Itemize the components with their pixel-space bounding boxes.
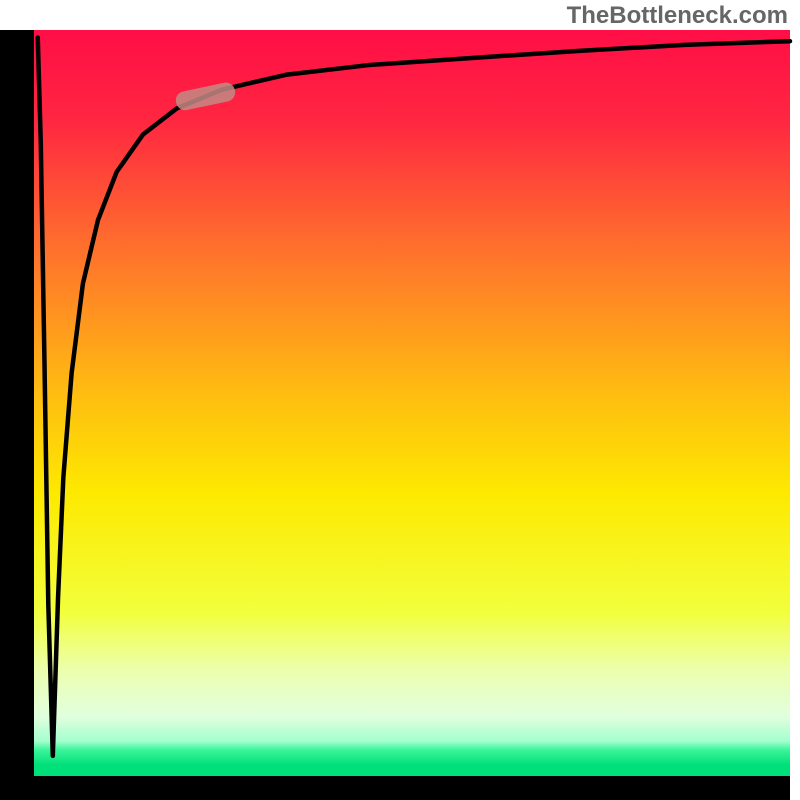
- chart-container: TheBottleneck.com: [0, 0, 800, 800]
- plot-background: [34, 30, 790, 776]
- bottleneck-curve-chart: [0, 0, 800, 800]
- watermark-text: TheBottleneck.com: [567, 2, 788, 30]
- right-margin: [790, 0, 800, 800]
